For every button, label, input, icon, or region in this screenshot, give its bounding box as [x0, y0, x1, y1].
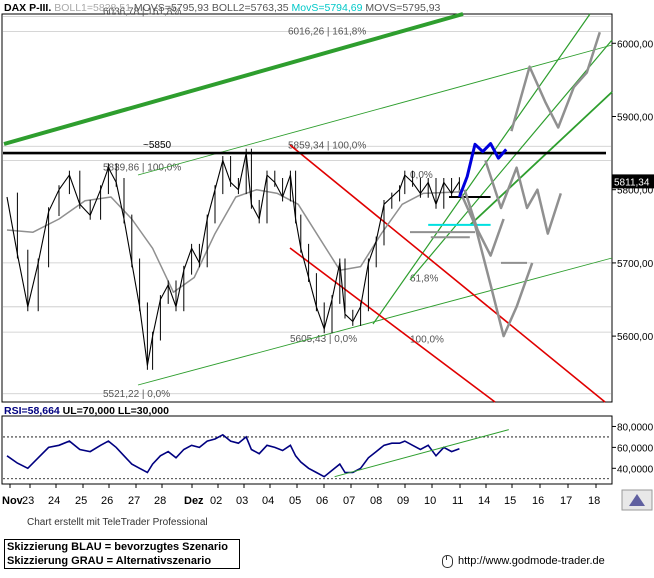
fib-label-left: 5839,86 | 100,0% — [103, 163, 181, 174]
x-tick-label: 04 — [262, 495, 274, 507]
x-tick-label: 10 — [424, 495, 436, 507]
x-tick-label: Dez — [184, 495, 204, 507]
fib-label-right: 0,0% — [410, 170, 433, 181]
x-tick-label: 11 — [452, 495, 463, 507]
x-tick-label: 25 — [75, 495, 87, 507]
rsi-trendline — [334, 429, 509, 478]
grey-scenario-path — [510, 31, 601, 132]
x-tick-label: 18 — [588, 495, 600, 507]
resistance-label: ~5850 — [143, 140, 172, 151]
grey-scenario-path — [463, 189, 505, 257]
blue-scenario-path — [457, 142, 508, 198]
scenario-legend: Skizzierung BLAU = bevorzugtes Szenario … — [4, 539, 240, 569]
rsi-header-item-1: UL=70,000 — [63, 405, 118, 417]
x-tick-label: 17 — [560, 495, 572, 507]
header-indicator-2: BOLL2=5763,35 — [212, 2, 292, 14]
x-tick-label: 27 — [128, 495, 140, 507]
price-line — [6, 152, 460, 366]
grey-scenario-path — [484, 160, 562, 235]
current-price-box — [612, 174, 654, 189]
price-y-tick-label: 6000,00 — [617, 39, 654, 50]
rsi-header-item-0: RSI=58,664 — [4, 405, 63, 417]
mouse-icon — [440, 555, 454, 568]
chart-credit: Chart erstellt mit TeleTrader Profession… — [27, 517, 208, 528]
scroll-up-icon — [629, 494, 645, 506]
x-tick-label: 02 — [210, 495, 222, 507]
price-y-tick-label: 5800,00 — [617, 186, 654, 197]
legend-blue-scenario: Skizzierung BLAU = bevorzugtes Szenario — [7, 541, 228, 553]
current-price-label: 5811,34 — [614, 177, 650, 188]
fib-label-right: 61,8% — [410, 274, 438, 285]
price-y-tick-label: 5900,00 — [617, 112, 654, 123]
x-tick-label: 05 — [289, 495, 301, 507]
x-tick-label: 23 — [22, 495, 34, 507]
rsi-header-item-2: LL=30,000 — [118, 405, 169, 417]
fib-label-right: 5859,34 | 100,0% — [288, 140, 366, 151]
rsi-panel-frame — [1, 415, 613, 485]
green-channel-line — [469, 91, 613, 226]
x-tick-label: 08 — [370, 495, 382, 507]
fib-label-right: 100,0% — [410, 334, 444, 345]
x-tick-label: 26 — [101, 495, 113, 507]
rsi-header: RSI=58,664 UL=70,000 LL=30,000 — [4, 405, 169, 417]
header-indicator-1: MOVS=5795,93 — [134, 2, 212, 14]
x-tick-label: 28 — [154, 495, 166, 507]
x-tick-label: 14 — [478, 495, 490, 507]
header-indicator-3: MovS=5794,69 — [292, 2, 366, 14]
price-y-tick-label: 5700,00 — [617, 259, 654, 270]
rsi-line — [6, 433, 460, 478]
x-tick-label: 07 — [343, 495, 355, 507]
rsi-y-tick-label: 60,0000 — [617, 443, 654, 454]
price-header: DAX P-III. BOLL1=5828,51 MOVS=5795,93 BO… — [4, 2, 441, 14]
x-tick-label: 16 — [532, 495, 544, 507]
x-tick-label: 03 — [236, 495, 248, 507]
header-indicator-4: MOVS=5795,93 — [365, 2, 440, 14]
red-channel-line — [289, 144, 606, 403]
price-panel-frame — [1, 13, 613, 403]
x-tick-label: Nov — [2, 495, 24, 507]
rsi-y-tick-label: 80,0000 — [617, 422, 654, 433]
red-channel-line — [289, 247, 496, 403]
grey-scenario-path — [458, 189, 534, 338]
x-tick-label: 15 — [504, 495, 516, 507]
x-tick-label: 09 — [397, 495, 409, 507]
fib-label-right: 5605,43 | 0,0% — [290, 334, 357, 345]
fib-label-right: 6016,26 | 161,8% — [288, 26, 366, 37]
header-symbol: DAX P-III. — [4, 2, 54, 14]
source-link[interactable]: http://www.godmode-trader.de — [440, 552, 636, 570]
source-url[interactable]: http://www.godmode-trader.de — [458, 555, 605, 567]
green-channel-line — [372, 13, 591, 325]
long-term-uptrend-line — [3, 12, 464, 146]
fib-label-left: 6036,78 | 161,8% — [103, 6, 181, 17]
price-y-tick-label: 5600,00 — [617, 332, 654, 343]
header-indicator-0: BOLL1=5828,51 — [54, 2, 134, 14]
x-tick-label: 06 — [316, 495, 328, 507]
x-tick-label: 24 — [48, 495, 60, 507]
legend-grey-scenario: Skizzierung GRAU = Alternativszenario — [7, 555, 212, 567]
green-channel-line — [409, 39, 613, 281]
rsi-y-tick-label: 40,0000 — [617, 464, 654, 475]
fib-label-left: 5521,22 | 0,0% — [103, 389, 170, 400]
